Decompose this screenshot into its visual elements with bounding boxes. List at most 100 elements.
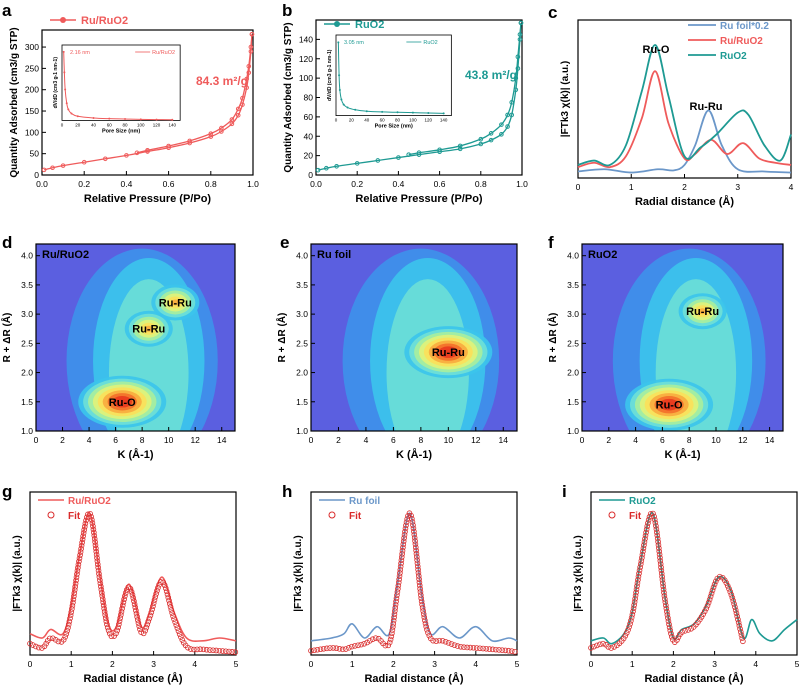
legend-label: RuO2 [355,19,384,31]
inset-point [63,71,66,74]
fit-point [167,604,174,610]
fit-point [94,555,100,561]
fit-point [90,526,97,533]
fit-point [658,567,665,574]
y-tick-label: 0 [308,170,313,180]
fit-point [97,580,104,587]
y-tick-label: 20 [304,151,314,161]
inset-tick-label: 60 [380,118,386,123]
inset-tick-label: 60 [107,122,113,127]
fit-point [405,513,411,519]
fit-point [727,588,734,595]
y-tick-label: 2.0 [21,368,33,378]
fit-point [704,602,711,609]
fit-point [591,643,597,650]
fit-point [650,510,656,517]
fit-point [486,646,493,652]
data-point [513,75,519,81]
fit-point [660,586,667,593]
sample-label: Ru foil [317,249,351,261]
fit-point [90,523,96,529]
fit-point [416,582,423,589]
fit-point [72,580,79,587]
fit-point [733,610,740,617]
fit-point [358,641,364,648]
plot-frame [310,491,518,656]
fit-point [314,646,321,653]
y-tick-label: 1.0 [567,426,579,436]
fit-point [414,563,421,570]
fit-point [147,612,154,619]
fit-point [229,649,235,655]
x-tick-label: 3 [151,659,156,669]
fit-point [91,529,97,536]
fit-point [400,538,407,545]
y-tick-label: 250 [25,63,39,73]
fit-point [430,637,436,644]
x-axis-label: K (Å-1) [117,448,153,461]
fit-point [91,536,98,542]
data-point [515,66,521,71]
data-point [354,161,360,166]
x-tick-label: 1 [629,182,634,192]
inset-tick-label: 100 [137,122,145,127]
data-point [488,137,494,143]
fit-point [71,590,78,596]
fit-point [216,647,223,654]
fit-point [129,592,136,598]
fit-point [83,517,89,524]
fit-point [382,642,389,649]
x-axis-label: K (Å-1) [664,448,700,461]
legend-label: RuO2 [629,496,656,507]
y-tick-label: 120 [299,54,313,64]
fit-point [115,624,121,631]
heatmap-contours [612,248,766,431]
fit-point [662,596,668,602]
fit-point [164,591,171,598]
data-point [103,156,108,162]
y-axis-label: |FTk3 χ(k)| (a.u.) [12,535,23,611]
fit-point [413,550,420,557]
fit-point [123,587,130,593]
fit-point [413,547,419,554]
fit-point [467,644,474,651]
fit-point [76,558,82,565]
fit-point [477,645,483,652]
x-tick-label: 2 [60,435,65,445]
fit-point [128,588,135,595]
surface-area-annotation: 43.8 m²/g [465,68,517,82]
panel-i: i 0 1 2 3 4 5 Radial distance (Å) |FTk3 χ(k)| (a… [562,482,800,685]
fit-point [413,554,420,560]
fit-point [93,545,99,552]
data-point [375,158,381,163]
surface-area-annotation: 84.3 m²/g [196,74,248,88]
x-tick-label: 2 [391,659,396,669]
x-tick-label: 14 [217,435,227,445]
x-tick-label: 0 [309,435,314,445]
x-tick-label: 0 [576,182,581,192]
x-tick-label: 10 [444,435,454,445]
panel-letter: a [2,1,12,20]
x-tick-label: 0.2 [78,179,90,189]
data-point [244,76,249,82]
inset-tick-label: 140 [169,122,177,127]
x-tick-label: 14 [499,435,509,445]
fit-point [409,519,416,525]
fit-point [27,640,33,647]
sample-label: RuO2 [588,249,617,261]
y-tick-label: 140 [299,34,313,44]
y-tick-label: 3.0 [296,309,308,319]
x-tick-label: 0.2 [351,179,363,189]
fit-point [473,645,480,651]
fit-point [131,598,137,604]
y-axis-label: |FTk3 χ(k)| (a.u.) [560,61,571,137]
fit-point [50,635,56,642]
fit-point [162,585,169,592]
fit-point [732,607,739,613]
inset-point [70,112,73,115]
fit-point [169,610,175,616]
fit-point [118,608,125,615]
fit-point [100,602,107,609]
fit-point [399,547,406,554]
fit-point [489,646,496,653]
